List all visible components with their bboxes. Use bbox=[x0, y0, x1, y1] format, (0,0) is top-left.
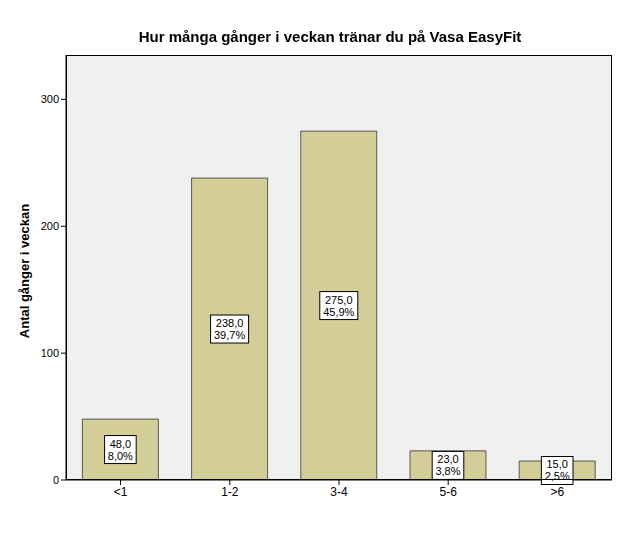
svg-text:275,0: 275,0 bbox=[325, 294, 353, 306]
svg-text:8,0%: 8,0% bbox=[108, 450, 133, 462]
svg-text:15,0: 15,0 bbox=[546, 458, 567, 470]
svg-text:45,9%: 45,9% bbox=[323, 306, 354, 318]
svg-text:0: 0 bbox=[53, 474, 59, 486]
svg-text:238,0: 238,0 bbox=[216, 317, 244, 329]
svg-text:48,0: 48,0 bbox=[110, 438, 131, 450]
svg-text:300: 300 bbox=[41, 93, 59, 105]
svg-text:200: 200 bbox=[41, 220, 59, 232]
svg-text:1-2: 1-2 bbox=[221, 485, 239, 499]
svg-text:100: 100 bbox=[41, 347, 59, 359]
svg-text:<1: <1 bbox=[114, 485, 128, 499]
svg-text:3,8%: 3,8% bbox=[435, 465, 460, 477]
svg-text:39,7%: 39,7% bbox=[214, 329, 245, 341]
svg-text:>6: >6 bbox=[551, 485, 565, 499]
html-text:Antal gånger i veckan: Antal gånger i veckan bbox=[16, 203, 32, 338]
svg-text:23,0: 23,0 bbox=[437, 453, 458, 465]
svg-text:5-6: 5-6 bbox=[440, 485, 458, 499]
svg-text:2,5%: 2,5% bbox=[545, 470, 570, 482]
svg-text:3-4: 3-4 bbox=[330, 485, 348, 499]
html-text:Hur många gånger i veckan trän: Hur många gånger i veckan tränar du på V… bbox=[138, 28, 522, 45]
